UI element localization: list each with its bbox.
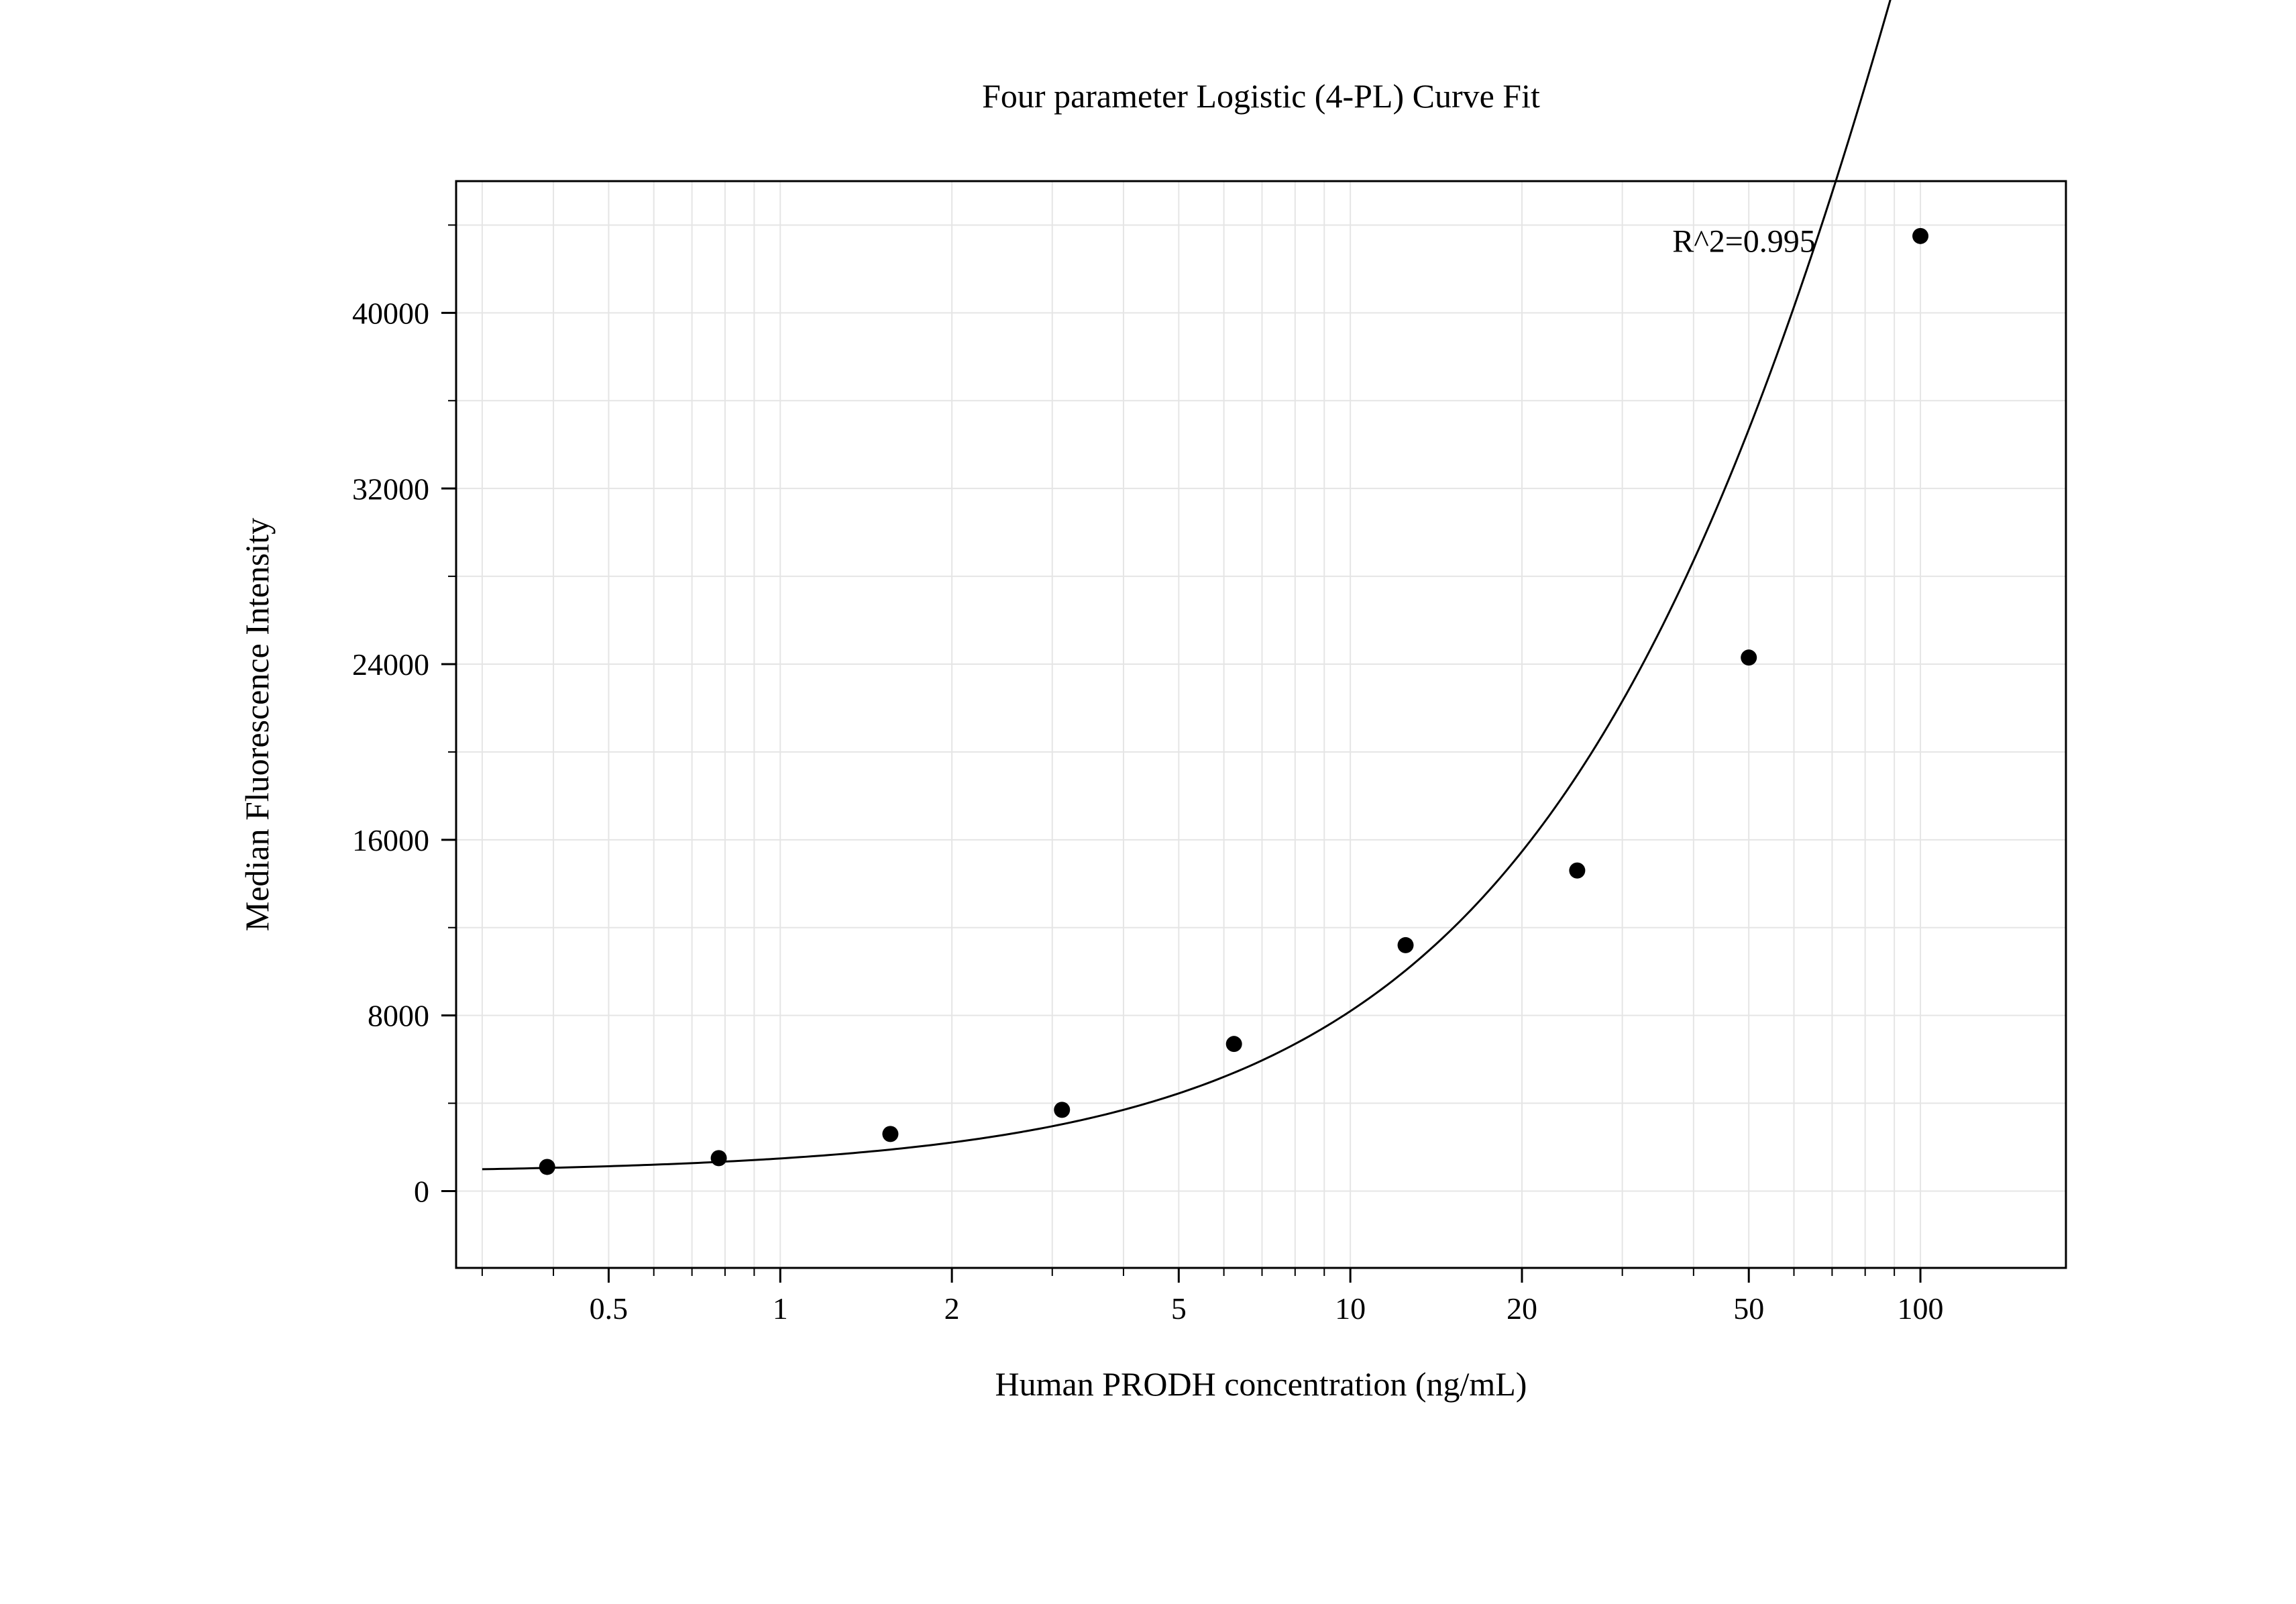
page-container: { "chart": { "type": "scatter-with-fit",… xyxy=(0,0,2296,1604)
data-point xyxy=(1741,649,1757,665)
r-squared-annotation: R^2=0.995 xyxy=(1672,223,1816,259)
data-point xyxy=(1569,863,1585,879)
svg-text:40000: 40000 xyxy=(352,296,429,330)
svg-text:0.5: 0.5 xyxy=(590,1291,628,1326)
data-point xyxy=(1054,1102,1070,1118)
chart-svg: 0.5 1 2 5 10 20 50 100 0 8000 16000 24000 32000 40000… xyxy=(0,0,2296,1604)
svg-text:5: 5 xyxy=(1171,1291,1187,1326)
x-axis-label: Human PRODH concentration (ng/mL) xyxy=(995,1365,1527,1403)
svg-text:0: 0 xyxy=(414,1175,429,1209)
svg-text:10: 10 xyxy=(1335,1291,1366,1326)
data-point xyxy=(1226,1036,1242,1052)
svg-text:8000: 8000 xyxy=(368,999,429,1033)
data-point xyxy=(882,1126,898,1142)
svg-text:2: 2 xyxy=(944,1291,960,1326)
data-point xyxy=(1398,937,1414,953)
data-point xyxy=(1912,228,1928,244)
svg-text:50: 50 xyxy=(1733,1291,1764,1326)
y-axis-label: Median Fluorescence Intensity xyxy=(238,518,276,931)
data-point xyxy=(711,1150,727,1166)
svg-text:100: 100 xyxy=(1898,1291,1944,1326)
svg-text:32000: 32000 xyxy=(352,472,429,506)
data-point xyxy=(539,1159,555,1175)
svg-text:24000: 24000 xyxy=(352,647,429,682)
svg-text:16000: 16000 xyxy=(352,823,429,857)
svg-text:1: 1 xyxy=(773,1291,788,1326)
chart-title: Four parameter Logistic (4-PL) Curve Fit xyxy=(982,77,1540,115)
svg-text:20: 20 xyxy=(1507,1291,1537,1326)
